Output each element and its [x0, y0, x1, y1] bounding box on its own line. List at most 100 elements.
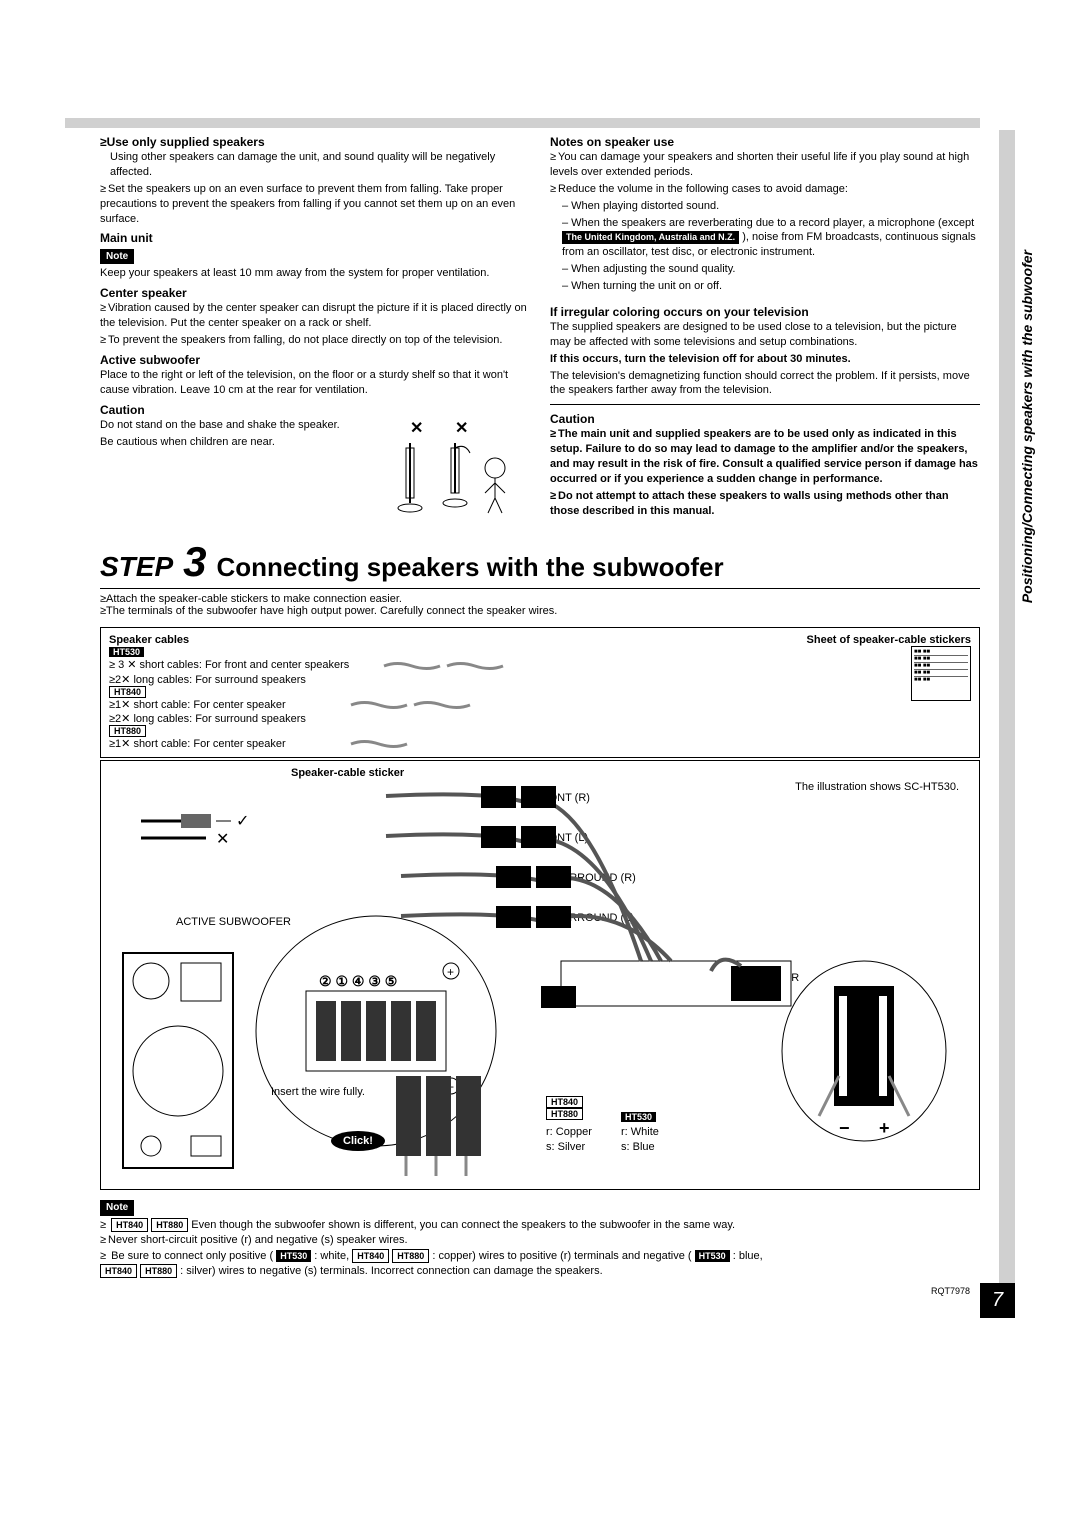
text: Be sure to connect only positive ( [111, 1250, 273, 1262]
note-item: HT840 HT880 Even though the subwoofer sh… [100, 1218, 980, 1233]
text: Even though the subwoofer shown is diffe… [191, 1219, 735, 1231]
diag-silver: s: Silver [546, 1141, 585, 1153]
model-tag: HT530 [109, 647, 144, 657]
caution-illustration: ✕ ✕ [380, 418, 530, 518]
note-tag: Note [100, 249, 134, 265]
sidebar-title: Positioning/Connecting speakers with the… [1019, 250, 1035, 603]
page-content: ≥Use only supplied speakers Using other … [100, 130, 980, 1279]
click-badge: Click! [331, 1131, 385, 1151]
text: The television's demagnetizing function … [550, 369, 980, 399]
cable-icon [445, 659, 505, 673]
speaker-cables-box: Speaker cables Sheet of speaker-cable st… [100, 627, 980, 757]
sub: – When the speakers are reverberating du… [562, 216, 980, 261]
terminal-zoom-icon: − + [779, 956, 949, 1146]
text: 3 ✕ short cables: For front and center s… [118, 659, 349, 671]
svg-text:✓: ✓ [236, 813, 249, 830]
model-tag: HT840 [352, 1249, 389, 1264]
model-tag: HT840 [100, 1264, 137, 1279]
text: 1✕ short cable: For center speaker [115, 738, 286, 750]
text: The terminals of the subwoofer have high… [106, 605, 557, 617]
model-tag: HT530 [695, 1250, 730, 1263]
bullet-bold: Do not attempt to attach these speakers … [550, 489, 980, 519]
text: Place to the right or left of the televi… [100, 368, 530, 398]
diag-white: r: White [621, 1126, 659, 1138]
insert-zoom-icon [386, 1071, 506, 1181]
model-tag: HT880 [109, 725, 146, 737]
connection-diagram: Speaker-cable sticker The illustration s… [100, 760, 980, 1190]
note-item: Be sure to connect only positive ( HT530… [100, 1249, 980, 1280]
step-number: 3 [183, 538, 206, 586]
model-tag: HT840 [109, 686, 146, 698]
sc-heading: Speaker cables [109, 634, 189, 646]
sub: – When playing distorted sound. [562, 199, 980, 214]
left-column: ≥Use only supplied speakers Using other … [100, 130, 530, 520]
bullet: Set the speakers up on an even surface t… [100, 182, 530, 227]
sticker-heading: Sheet of speaker-cable stickers [807, 634, 971, 646]
heading-notes-speaker: Notes on speaker use [550, 134, 980, 150]
bullet: Reduce the volume in the following cases… [550, 182, 980, 197]
sticker-sheet-icon: ■■ ■■■■ ■■ ■■ ■■■■ ■■ ■■ ■■ [911, 646, 971, 701]
cable-icon [349, 737, 409, 751]
svg-text:✕: ✕ [410, 420, 423, 437]
right-column: Notes on speaker use You can damage your… [550, 130, 980, 520]
bullet: Vibration caused by the center speaker c… [100, 301, 530, 331]
text: : silver) wires to negative (s) terminal… [180, 1265, 602, 1277]
bullet: ≥The terminals of the subwoofer have hig… [100, 605, 980, 617]
heading-supplied: ≥Use only supplied speakers [100, 134, 530, 150]
model-tag: HT880 [140, 1264, 177, 1279]
wiring-icon [381, 771, 801, 1021]
text: : blue, [733, 1250, 763, 1262]
step-heading: STEP 3 Connecting speakers with the subwo… [100, 538, 980, 586]
text: Keep your speakers at least 10 mm away f… [100, 266, 530, 281]
model-tag: HT530 [276, 1250, 311, 1263]
model-tag: HT880 [392, 1249, 429, 1264]
bullet: ≥Attach the speaker-cable stickers to ma… [100, 593, 980, 605]
sub: – When adjusting the sound quality. [562, 262, 980, 277]
model-tag: HT880 [546, 1108, 583, 1120]
diag-insert-wire: Insert the wire fully. [271, 1086, 365, 1098]
model-tag: HT530 [621, 1112, 656, 1122]
text: 2✕ long cables: For surround speakers [115, 713, 306, 725]
text: – When the speakers are reverberating du… [562, 217, 974, 229]
text: 1✕ short cable: For center speaker [115, 699, 286, 711]
region-tag: The United Kingdom, Australia and N.Z. [562, 231, 739, 243]
cable-icon [382, 659, 442, 673]
doc-number: RQT7978 [931, 1286, 970, 1296]
model-tag: HT880 [151, 1218, 188, 1233]
note-item: Never short-circuit positive (r) and neg… [100, 1233, 980, 1248]
bullet-bold: The main unit and supplied speakers are … [550, 427, 980, 486]
model-tag: HT840 [111, 1218, 148, 1233]
text: Using other speakers can damage the unit… [110, 150, 530, 180]
sticker-example-icon: ✓ ✕ [136, 806, 256, 846]
step-label: STEP [100, 551, 173, 583]
diag-blue: s: Blue [621, 1141, 655, 1153]
sub: – When turning the unit on or off. [562, 279, 980, 294]
text: Attach the speaker-cable stickers to mak… [106, 593, 402, 605]
heading-main-unit: Main unit [100, 230, 530, 246]
diag-illustration-note: The illustration shows SC-HT530. [795, 781, 959, 793]
svg-text:+: + [879, 1118, 890, 1138]
text: 2✕ long cables: For surround speakers [115, 674, 306, 686]
heading-center-speaker: Center speaker [100, 285, 530, 301]
cable-icon [349, 698, 409, 712]
model-tag: HT840 [546, 1096, 583, 1108]
bullet: To prevent the speakers from falling, do… [100, 333, 530, 348]
note-tag: Note [100, 1200, 134, 1216]
notes-section: Note HT840 HT880 Even though the subwoof… [100, 1198, 980, 1280]
page-number: 7 [980, 1283, 1015, 1318]
svg-text:✕: ✕ [455, 420, 468, 437]
heading-caution: Caution [100, 402, 530, 418]
heading-irregular: If irregular coloring occurs on your tel… [550, 304, 980, 320]
cable-icon [412, 698, 472, 712]
step-title: Connecting speakers with the subwoofer [217, 552, 724, 583]
text: : white, [314, 1250, 349, 1262]
text: : copper) wires to positive (r) terminal… [432, 1250, 691, 1262]
heading-caution: Caution [550, 411, 980, 427]
bullet: You can damage your speakers and shorten… [550, 150, 980, 180]
heading-subwoofer: Active subwoofer [100, 352, 530, 368]
svg-text:✕: ✕ [216, 831, 229, 846]
subwoofer-icon [121, 951, 236, 1171]
text: The supplied speakers are designed to be… [550, 320, 980, 350]
diag-copper: r: Copper [546, 1126, 592, 1138]
svg-text:−: − [839, 1118, 850, 1138]
